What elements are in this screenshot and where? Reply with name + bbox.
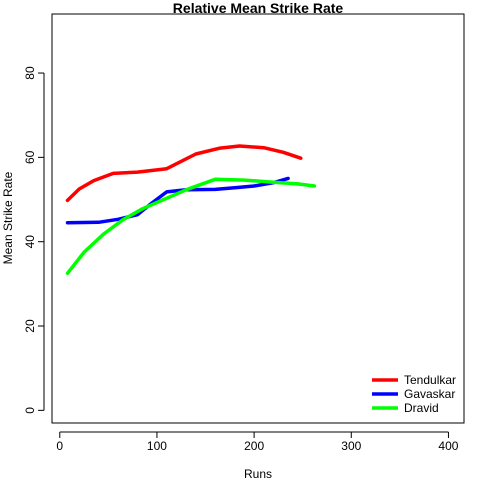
y-axis: 0 20 40 60 80 [23,66,45,414]
x-tick-label: 400 [438,439,458,453]
y-tick-label: 40 [23,235,37,249]
y-axis-title: Mean Strike Rate [1,171,15,264]
series-line-gavaskar [65,176,290,225]
legend-label-tendulkar: Tendulkar [404,373,456,387]
chart-title: Relative Mean Strike Rate [173,0,344,16]
y-tick-label: 60 [23,150,37,164]
plot-frame [51,13,465,424]
y-tick-label: 20 [23,319,37,333]
x-tick-label: 200 [244,439,264,453]
y-tick-label: 0 [23,407,37,414]
x-axis: 0 100 200 300 400 [56,431,459,453]
series-line-tendulkar [65,144,303,203]
series-line-dravid [65,177,317,276]
series-layer [65,144,317,276]
x-tick-label: 0 [56,439,63,453]
legend-label-dravid: Dravid [404,401,439,415]
y-tick-label: 80 [23,66,37,80]
legend-label-gavaskar: Gavaskar [404,387,455,401]
x-axis-title: Runs [244,467,272,480]
x-tick-label: 300 [341,439,361,453]
x-tick-label: 100 [147,439,167,453]
